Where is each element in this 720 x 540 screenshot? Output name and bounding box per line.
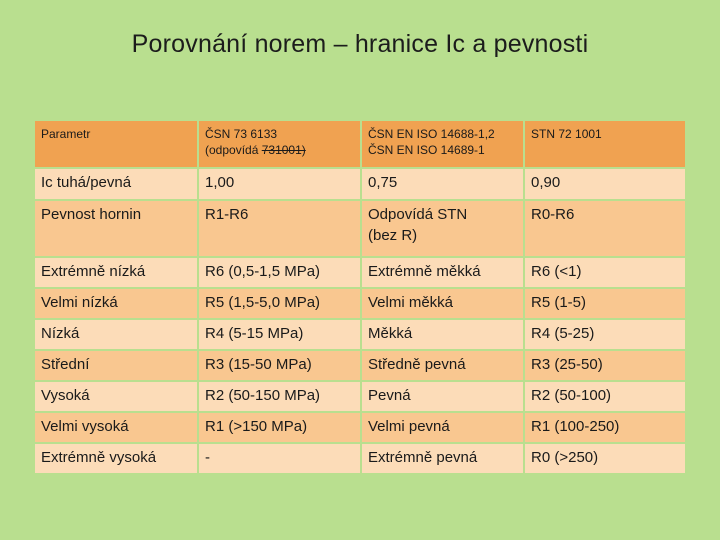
table-cell: Extrémně pevná xyxy=(362,444,523,473)
table-cell: Velmi nízká xyxy=(35,289,197,318)
table-cell: 0,75 xyxy=(362,169,523,199)
table-cell: R3 (25-50) xyxy=(525,351,685,380)
slide-title: Porovnání norem – hranice Ic a pevnosti xyxy=(131,30,589,58)
header-parametr: Parametr xyxy=(35,121,197,167)
table-cell: - xyxy=(199,444,360,473)
table-cell: R2 (50-100) xyxy=(525,382,685,411)
table-cell: Extrémně nízká xyxy=(35,258,197,287)
table-cell: R4 (5-25) xyxy=(525,320,685,349)
table-cell: Vysoká xyxy=(35,382,197,411)
table-cell: R6 (<1) xyxy=(525,258,685,287)
header-csn-73-6133-note: (odpovídá xyxy=(205,143,262,157)
header-csn-en-iso-line2: ČSN EN ISO 14689-1 xyxy=(368,143,485,157)
table-cell: R2 (50-150 MPa) xyxy=(199,382,360,411)
table-cell: Velmi pevná xyxy=(362,413,523,442)
table-cell: 0,90 xyxy=(525,169,685,199)
table-cell: R1 (100-250) xyxy=(525,413,685,442)
table-cell: Extrémně měkká xyxy=(362,258,523,287)
table-cell-line2: (bez R) xyxy=(368,227,418,244)
table-cell: R1 (>150 MPa) xyxy=(199,413,360,442)
table-cell: R0-R6 xyxy=(525,201,685,256)
table-cell: Měkká xyxy=(362,320,523,349)
header-csn-73-6133-struck: 731001) xyxy=(261,143,306,157)
table-cell: R4 (5-15 MPa) xyxy=(199,320,360,349)
header-csn-73-6133: ČSN 73 6133 (odpovídá 731001) xyxy=(199,121,360,167)
table-cell: R3 (15-50 MPa) xyxy=(199,351,360,380)
table-cell: Pevnost hornin xyxy=(35,201,197,256)
table-cell: Pevná xyxy=(362,382,523,411)
header-stn-72-1001: STN 72 1001 xyxy=(525,121,685,167)
table-cell: Odpovídá STN (bez R) xyxy=(362,201,523,256)
table-cell: 1,00 xyxy=(199,169,360,199)
table-cell: Středně pevná xyxy=(362,351,523,380)
table-cell: R5 (1-5) xyxy=(525,289,685,318)
table-cell: Velmi měkká xyxy=(362,289,523,318)
table-cell-line1: Odpovídá STN xyxy=(368,206,468,223)
table-cell: Extrémně vysoká xyxy=(35,444,197,473)
table-cell: R6 (0,5-1,5 MPa) xyxy=(199,258,360,287)
table-cell: Nízká xyxy=(35,320,197,349)
comparison-table: Parametr ČSN 73 6133 (odpovídá 731001) ČS… xyxy=(35,121,685,473)
table-cell: R0 (>250) xyxy=(525,444,685,473)
table-cell: R5 (1,5-5,0 MPa) xyxy=(199,289,360,318)
table-cell: Velmi vysoká xyxy=(35,413,197,442)
table-cell: Ic tuhá/pevná xyxy=(35,169,197,199)
table-cell: R1-R6 xyxy=(199,201,360,256)
header-csn-73-6133-line1: ČSN 73 6133 xyxy=(205,127,278,141)
header-csn-en-iso-line1: ČSN EN ISO 14688-1,2 xyxy=(368,127,495,141)
header-csn-en-iso: ČSN EN ISO 14688-1,2 ČSN EN ISO 14689-1 xyxy=(362,121,523,167)
table-cell: Střední xyxy=(35,351,197,380)
